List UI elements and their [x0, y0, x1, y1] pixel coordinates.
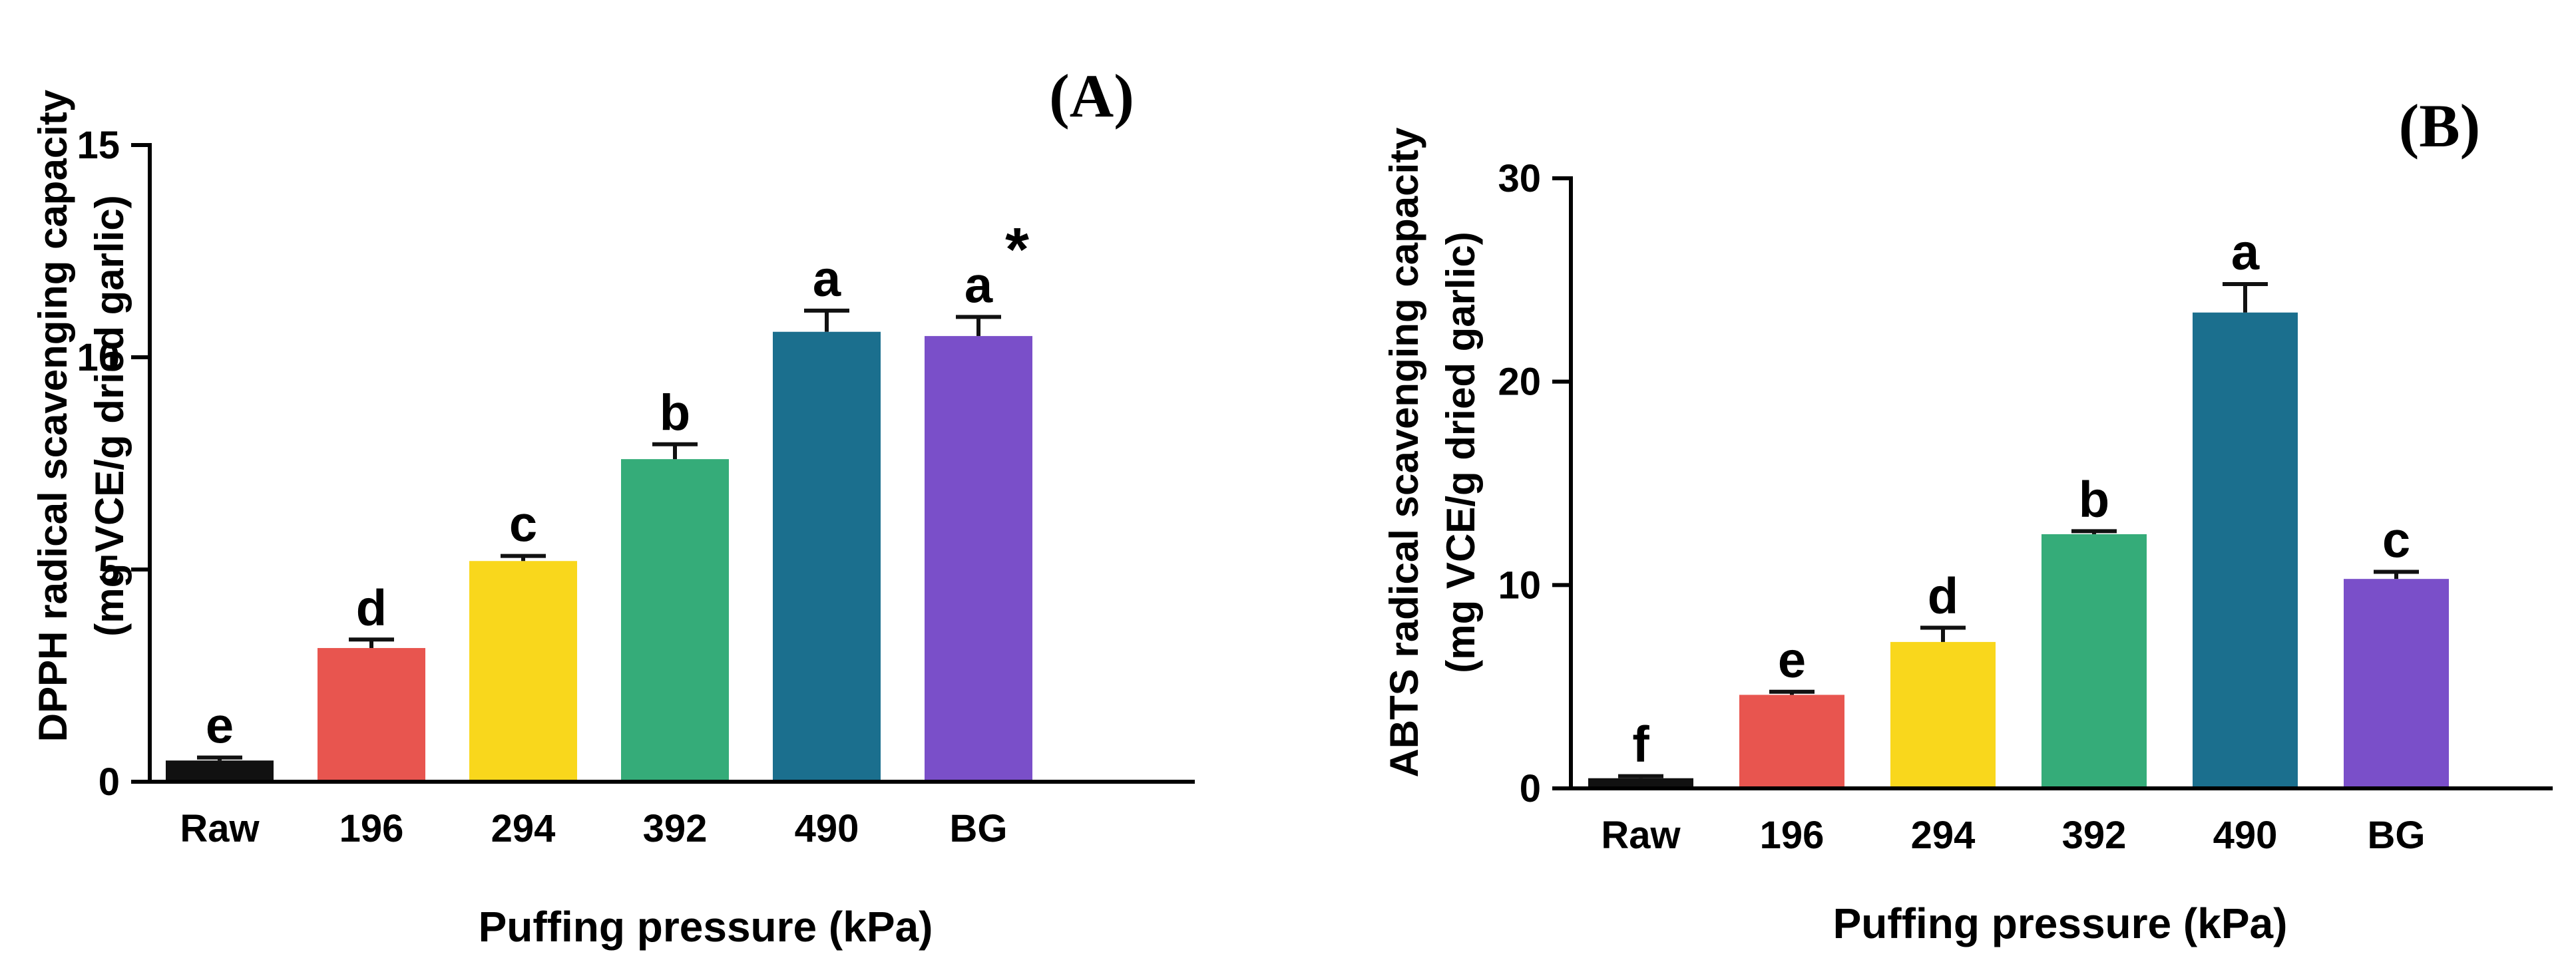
significance-letter: c — [2382, 512, 2410, 568]
panel-a: (A) DPPH radical scavenging capacity (mg… — [31, 62, 1195, 951]
x-tick-label: Raw — [1601, 814, 1681, 857]
significance-letter: b — [2079, 471, 2109, 528]
x-tick-label: 392 — [643, 807, 708, 850]
bar-BG — [925, 336, 1032, 782]
significance-letter: a — [813, 251, 841, 307]
x-tick-label: 490 — [795, 807, 859, 850]
x-tick-label: 392 — [2062, 814, 2127, 857]
y-axis-label-a-line1: DPPH radical scavenging capacity — [31, 89, 75, 742]
significance-letter: a — [965, 257, 993, 313]
x-tick-label: Raw — [180, 807, 260, 850]
y-ticks-b: 0 10 20 30 — [1498, 157, 1571, 810]
y-tick-label: 0 — [99, 760, 120, 804]
y-axis-label-a-line2: (mg VCE/g dried garlic) — [87, 195, 132, 636]
x-tick-labels-a: Raw 196 294 392 490 BG — [180, 807, 1007, 850]
significance-letter: a — [2231, 224, 2260, 281]
x-tick-label: 490 — [2213, 814, 2278, 857]
x-tick-labels-b: Raw 196 294 392 490 BG — [1601, 814, 2425, 857]
y-tick-label: 5 — [99, 548, 120, 591]
x-tick-label: 294 — [491, 807, 556, 850]
x-axis-label-b: Puffing pressure (kPa) — [1833, 899, 2288, 947]
panel-label-b: (B) — [2399, 92, 2481, 160]
bar-490 — [773, 331, 881, 782]
bar-294 — [469, 561, 577, 782]
x-tick-label: BG — [2368, 814, 2426, 857]
y-ticks-a: 0 5 10 15 — [77, 124, 150, 804]
bar-BG — [2344, 579, 2449, 788]
significance-letter: f — [1632, 717, 1649, 773]
bars-b: f e d b a c — [1588, 224, 2449, 788]
y-axis-label-b-line1: ABTS radical scavenging capacity — [1382, 127, 1426, 778]
y-tick-label: 30 — [1498, 157, 1541, 200]
y-tick-label: 0 — [1520, 767, 1541, 810]
y-axis-label-b-line2: (mg VCE/g dried garlic) — [1438, 232, 1483, 673]
significance-letter: e — [1778, 632, 1806, 689]
x-tick-label: 196 — [339, 807, 404, 850]
bar-Raw — [1588, 778, 1693, 788]
significance-letter: d — [356, 579, 387, 636]
x-axis-label-a: Puffing pressure (kPa) — [479, 903, 933, 951]
asterisk-marker: * — [1005, 216, 1029, 283]
x-tick-label: 294 — [1911, 814, 1976, 857]
significance-letter: e — [206, 698, 234, 754]
y-tick-label: 10 — [1498, 564, 1541, 607]
y-tick-label: 10 — [77, 336, 120, 379]
significance-letter: b — [660, 385, 690, 441]
panel-label-a: (A) — [1049, 62, 1134, 130]
bar-294 — [1890, 641, 1996, 788]
significance-letter: c — [509, 496, 537, 553]
y-tick-label: 15 — [77, 124, 120, 167]
significance-letter: d — [1928, 568, 1958, 625]
bar-490 — [2193, 312, 2298, 788]
bar-196 — [1739, 695, 1844, 788]
y-tick-label: 20 — [1498, 361, 1541, 404]
bar-392 — [621, 459, 729, 782]
x-tick-label: 196 — [1760, 814, 1825, 857]
bar-Raw — [166, 760, 274, 782]
bar-392 — [2041, 534, 2147, 788]
bar-196 — [318, 648, 425, 782]
panel-b: (B) ABTS radical scavenging capacity (mg… — [1382, 92, 2553, 947]
x-tick-label: BG — [950, 807, 1008, 850]
